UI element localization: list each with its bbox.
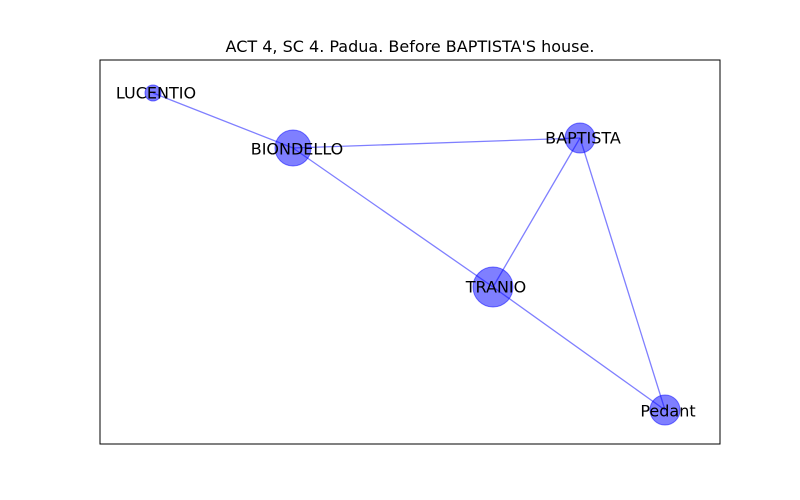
node-label-tranio: TRANIO xyxy=(465,278,526,297)
node-label-baptista: BAPTISTA xyxy=(545,129,621,148)
node-label-biondello: BIONDELLO xyxy=(251,140,344,159)
node-label-pedant: Pedant xyxy=(640,402,695,421)
node-label-lucentio: LUCENTIO xyxy=(116,84,196,103)
graph-title: ACT 4, SC 4. Padua. Before BAPTISTA'S ho… xyxy=(226,37,595,56)
